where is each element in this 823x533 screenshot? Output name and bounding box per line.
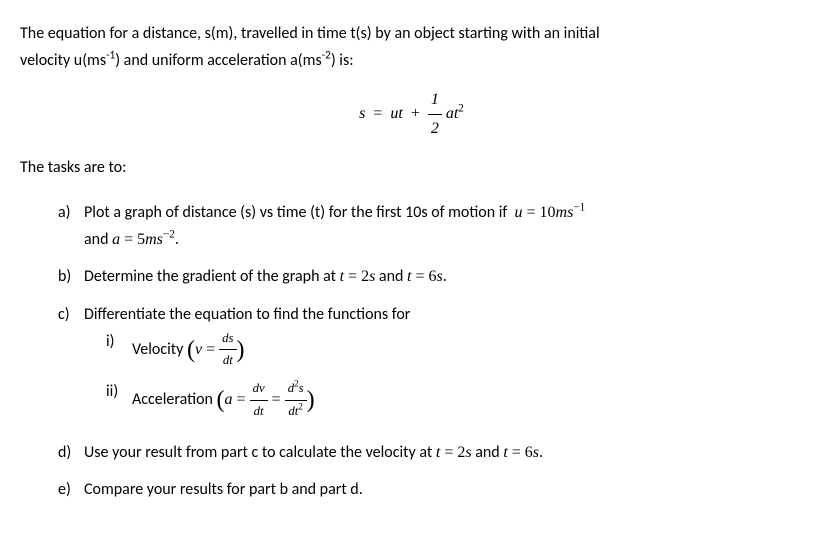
task-c-ii: ii) Acceleration (a = dvdt = d2sdt2) bbox=[106, 378, 803, 423]
task-content: Differentiate the equation to find the f… bbox=[84, 301, 803, 429]
main-equation: s = ut + 12 at2 bbox=[20, 86, 803, 141]
task-content: Plot a graph of distance (s) vs time (t)… bbox=[84, 199, 803, 253]
task-b: b) Determine the gradient of the graph a… bbox=[58, 263, 803, 290]
task-marker: b) bbox=[58, 263, 84, 290]
intro-line-1: The equation for a distance, s(m), trave… bbox=[20, 20, 803, 47]
task-marker: a) bbox=[58, 199, 84, 253]
task-content: Compare your results for part b and part… bbox=[84, 476, 803, 503]
intro-line-2: velocity u(ms-1) and uniform acceleratio… bbox=[20, 47, 803, 74]
task-marker: e) bbox=[58, 476, 84, 503]
task-list: a) Plot a graph of distance (s) vs time … bbox=[20, 199, 803, 503]
task-content: Use your result from part c to calculate… bbox=[84, 439, 803, 466]
sub-content: Velocity (v = dsdt) bbox=[132, 328, 803, 373]
task-marker: c) bbox=[58, 301, 84, 429]
task-a: a) Plot a graph of distance (s) vs time … bbox=[58, 199, 803, 253]
tasks-label: The tasks are to: bbox=[20, 154, 803, 181]
task-d: d) Use your result from part c to calcul… bbox=[58, 439, 803, 466]
sub-marker: ii) bbox=[106, 378, 132, 423]
task-c-i: i) Velocity (v = dsdt) bbox=[106, 328, 803, 373]
task-e: e) Compare your results for part b and p… bbox=[58, 476, 803, 503]
task-marker: d) bbox=[58, 439, 84, 466]
task-c: c) Differentiate the equation to find th… bbox=[58, 301, 803, 429]
sub-content: Acceleration (a = dvdt = d2sdt2) bbox=[132, 378, 803, 423]
sub-marker: i) bbox=[106, 328, 132, 373]
task-content: Determine the gradient of the graph at t… bbox=[84, 263, 803, 290]
intro-paragraph: The equation for a distance, s(m), trave… bbox=[20, 20, 803, 74]
